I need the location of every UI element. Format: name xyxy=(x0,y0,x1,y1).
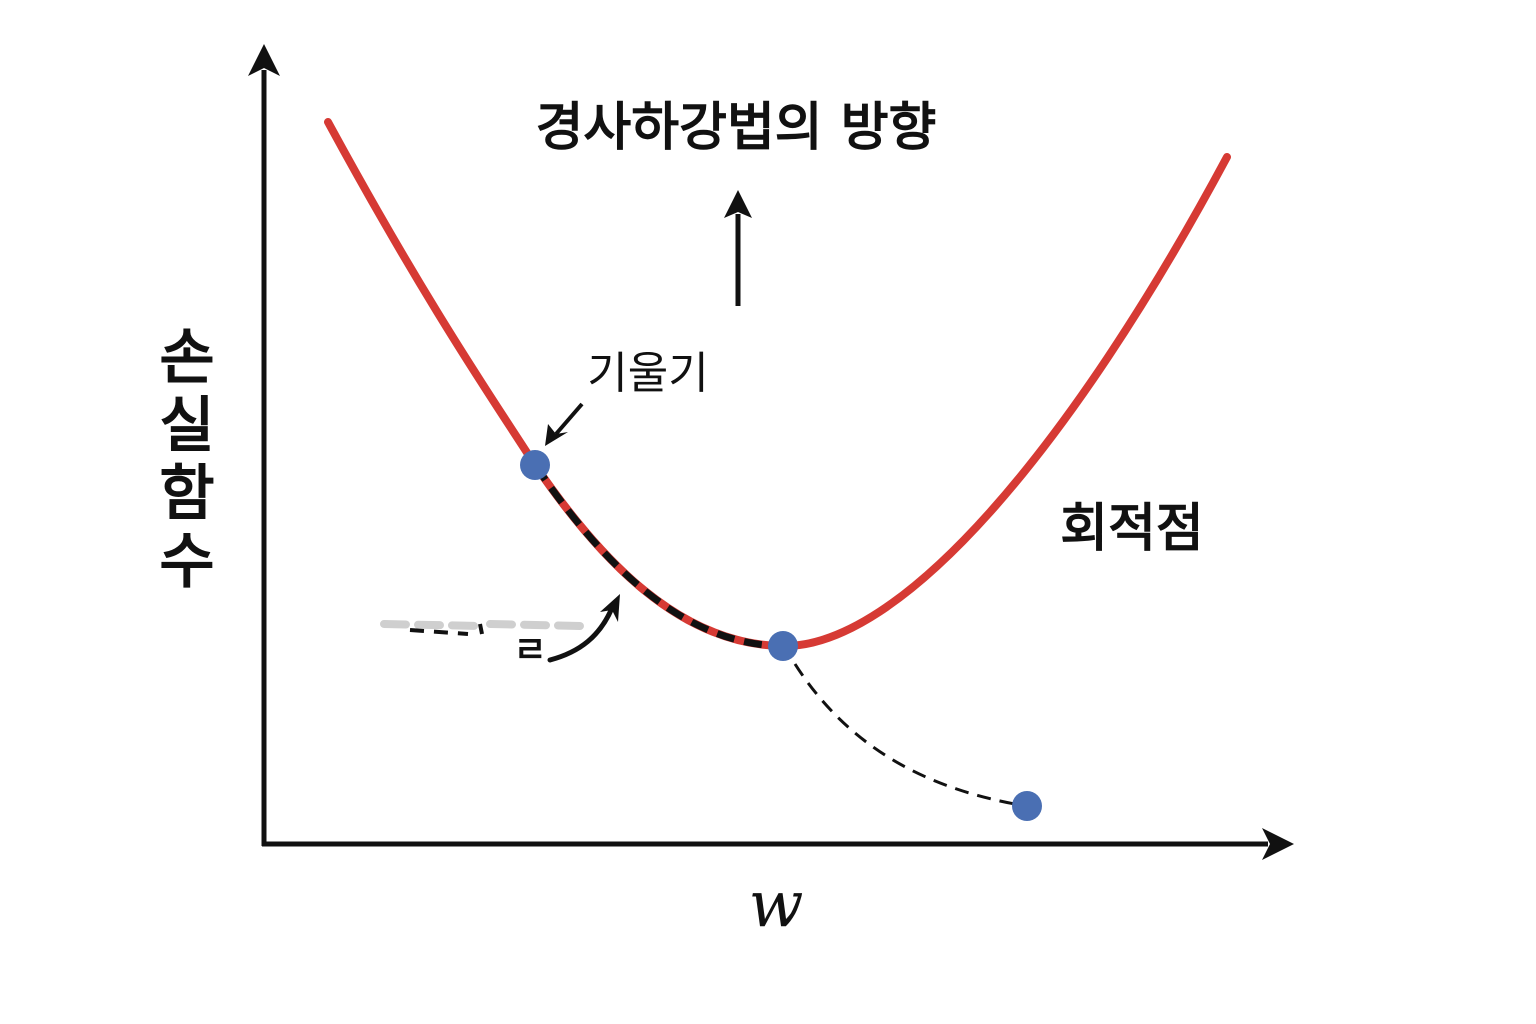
slope-point xyxy=(520,450,550,480)
next-step-point xyxy=(1012,791,1042,821)
loss-curve xyxy=(324,118,1231,651)
x-axis-label: w xyxy=(749,868,804,942)
y-axis-arrowhead xyxy=(248,44,280,76)
next-step-dashed-line xyxy=(793,663,1027,808)
descent-path-dashed xyxy=(532,463,784,650)
faint-scribble xyxy=(380,620,584,630)
descent-direction-arrowhead xyxy=(724,190,752,218)
scribble-dashes xyxy=(409,623,484,636)
minimum-point xyxy=(768,631,798,661)
y-axis-label-char: 실 xyxy=(159,391,214,461)
optimum-label: 회적점 xyxy=(1060,499,1204,559)
y-axis-label-char: 함 xyxy=(159,459,214,529)
curved-arrow xyxy=(547,605,615,663)
diagram-title: 경사하강법의 방향 xyxy=(536,98,937,158)
slope-label: 기울기 xyxy=(587,348,708,399)
x-axis-arrowhead xyxy=(1262,828,1294,860)
scribble-label: ㄹ xyxy=(513,630,546,671)
y-axis-label-char: 수 xyxy=(159,527,214,597)
slope-pointer-arrowhead xyxy=(545,424,568,446)
y-axis-label-char: 손 xyxy=(159,323,214,393)
curved-arrow-head xyxy=(600,594,620,622)
slope-pointer-arrow xyxy=(554,402,584,436)
